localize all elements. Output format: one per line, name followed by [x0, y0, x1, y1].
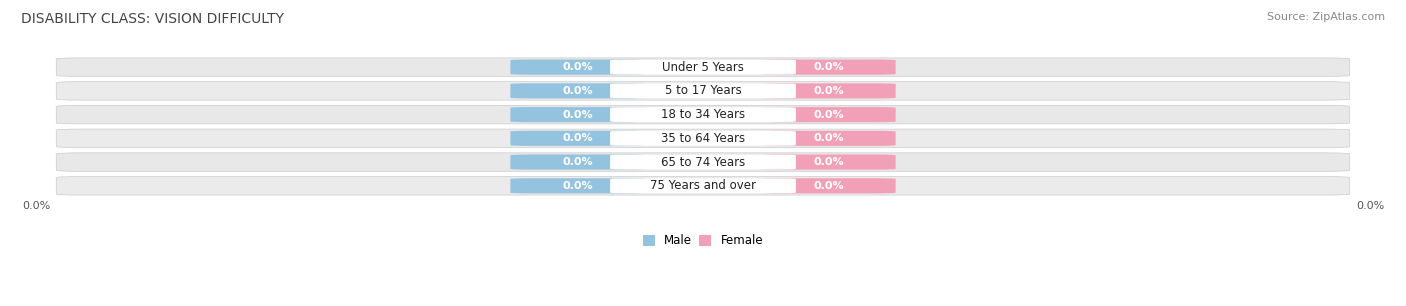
Text: DISABILITY CLASS: VISION DIFFICULTY: DISABILITY CLASS: VISION DIFFICULTY	[21, 12, 284, 26]
FancyBboxPatch shape	[510, 178, 644, 193]
FancyBboxPatch shape	[510, 107, 644, 122]
Text: 0.0%: 0.0%	[562, 110, 593, 120]
FancyBboxPatch shape	[610, 131, 796, 146]
FancyBboxPatch shape	[56, 153, 1350, 171]
FancyBboxPatch shape	[762, 60, 896, 75]
FancyBboxPatch shape	[510, 155, 644, 170]
FancyBboxPatch shape	[762, 178, 896, 193]
Text: 0.0%: 0.0%	[562, 181, 593, 191]
Text: 0.0%: 0.0%	[562, 157, 593, 167]
FancyBboxPatch shape	[56, 177, 1350, 195]
Text: Source: ZipAtlas.com: Source: ZipAtlas.com	[1267, 12, 1385, 22]
FancyBboxPatch shape	[56, 105, 1350, 124]
Text: 75 Years and over: 75 Years and over	[650, 179, 756, 192]
FancyBboxPatch shape	[610, 107, 796, 122]
Text: 0.0%: 0.0%	[813, 133, 844, 143]
FancyBboxPatch shape	[510, 60, 644, 75]
Text: 0.0%: 0.0%	[813, 181, 844, 191]
Text: 0.0%: 0.0%	[22, 200, 51, 211]
Text: 0.0%: 0.0%	[813, 157, 844, 167]
FancyBboxPatch shape	[762, 131, 896, 146]
Text: Under 5 Years: Under 5 Years	[662, 61, 744, 74]
FancyBboxPatch shape	[610, 60, 796, 74]
FancyBboxPatch shape	[56, 82, 1350, 100]
FancyBboxPatch shape	[610, 178, 796, 193]
FancyBboxPatch shape	[610, 84, 796, 98]
FancyBboxPatch shape	[762, 83, 896, 99]
FancyBboxPatch shape	[610, 155, 796, 170]
Text: 0.0%: 0.0%	[562, 62, 593, 72]
Text: 0.0%: 0.0%	[813, 86, 844, 96]
Text: 0.0%: 0.0%	[813, 62, 844, 72]
Text: 0.0%: 0.0%	[562, 86, 593, 96]
Text: 35 to 64 Years: 35 to 64 Years	[661, 132, 745, 145]
FancyBboxPatch shape	[510, 83, 644, 99]
Legend: Male, Female: Male, Female	[638, 230, 768, 252]
FancyBboxPatch shape	[510, 131, 644, 146]
Text: 65 to 74 Years: 65 to 74 Years	[661, 155, 745, 169]
Text: 0.0%: 0.0%	[813, 110, 844, 120]
Text: 18 to 34 Years: 18 to 34 Years	[661, 108, 745, 121]
FancyBboxPatch shape	[762, 155, 896, 170]
Text: 5 to 17 Years: 5 to 17 Years	[665, 84, 741, 97]
Text: 0.0%: 0.0%	[1355, 200, 1384, 211]
FancyBboxPatch shape	[762, 107, 896, 122]
FancyBboxPatch shape	[56, 58, 1350, 76]
FancyBboxPatch shape	[56, 129, 1350, 147]
Text: 0.0%: 0.0%	[562, 133, 593, 143]
